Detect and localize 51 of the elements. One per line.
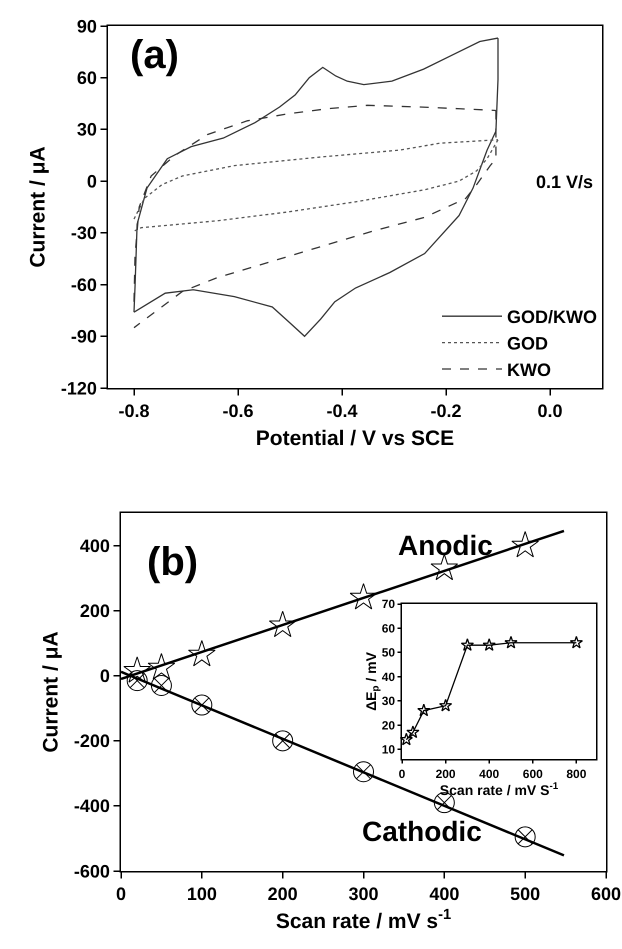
y-tick-label: 0: [86, 171, 97, 192]
x-tick-label: -0.6: [222, 401, 254, 422]
y-tick-label: 60: [382, 621, 396, 636]
x-tick-label: 600: [590, 884, 622, 904]
x-tick-label: 200: [268, 884, 298, 904]
x-tick-label: -0.4: [326, 401, 358, 422]
x-tick-label: -0.8: [118, 401, 150, 422]
y-tick-label: 70: [382, 597, 396, 612]
x-tick-label: 0: [116, 884, 126, 904]
x-tick-label: 200: [436, 766, 456, 781]
y-tick-label: -30: [70, 223, 97, 244]
x-tick-label: 0.0: [537, 401, 563, 422]
x-tick-label: 0: [398, 766, 406, 781]
y-tick-label: 30: [382, 694, 396, 708]
y-tick-label: 50: [382, 646, 396, 660]
y-tick-label: -60: [70, 274, 97, 295]
y-tick-label: 60: [76, 68, 97, 88]
annotation: Cathodic: [362, 816, 482, 847]
y-axis-title: Current / μA: [26, 146, 50, 268]
legend-label: GOD/KWO: [507, 307, 597, 328]
y-tick-label: 20: [382, 718, 396, 732]
x-axis-title: Scan rate / mV S$^{-1}$: [440, 780, 559, 798]
x-tick-label: 100: [186, 884, 217, 904]
x-tick-label: 400: [479, 766, 500, 781]
x-tick-label: 300: [348, 884, 379, 904]
y-tick-label: -90: [70, 326, 97, 347]
y-tick-label: 10: [382, 742, 396, 757]
y-tick-label: 40: [382, 670, 396, 684]
annotation: (a): [130, 33, 179, 77]
x-axis-title: Potential / V vs SCE: [256, 427, 454, 450]
y-tick-label: 200: [80, 600, 110, 621]
x-tick-label: 800: [566, 766, 587, 781]
x-tick-label: 400: [429, 884, 460, 904]
legend-label: GOD: [507, 334, 548, 354]
y-tick-label: -400: [74, 796, 110, 816]
y-tick-label: 400: [80, 536, 110, 556]
x-tick-label: 500: [510, 884, 540, 904]
x-tick-label: -0.2: [430, 401, 462, 422]
annotation: (b): [147, 540, 198, 584]
legend-label: KWO: [507, 360, 551, 380]
y-tick-label: -120: [60, 378, 97, 398]
x-tick-label: 600: [522, 766, 544, 781]
annotation: Anodic: [398, 530, 493, 561]
x-axis-title: Scan rate / mV s$^{-1}$: [276, 907, 452, 934]
y-tick-label: -600: [74, 861, 110, 882]
y-tick-label: 90: [76, 16, 97, 36]
y-tick-label: 0: [100, 666, 110, 686]
y-tick-label: 30: [76, 120, 97, 140]
y-tick-label: -200: [74, 731, 110, 752]
y-axis-title: Current / μA: [39, 631, 62, 753]
annotation: 0.1 V/s: [536, 172, 594, 192]
